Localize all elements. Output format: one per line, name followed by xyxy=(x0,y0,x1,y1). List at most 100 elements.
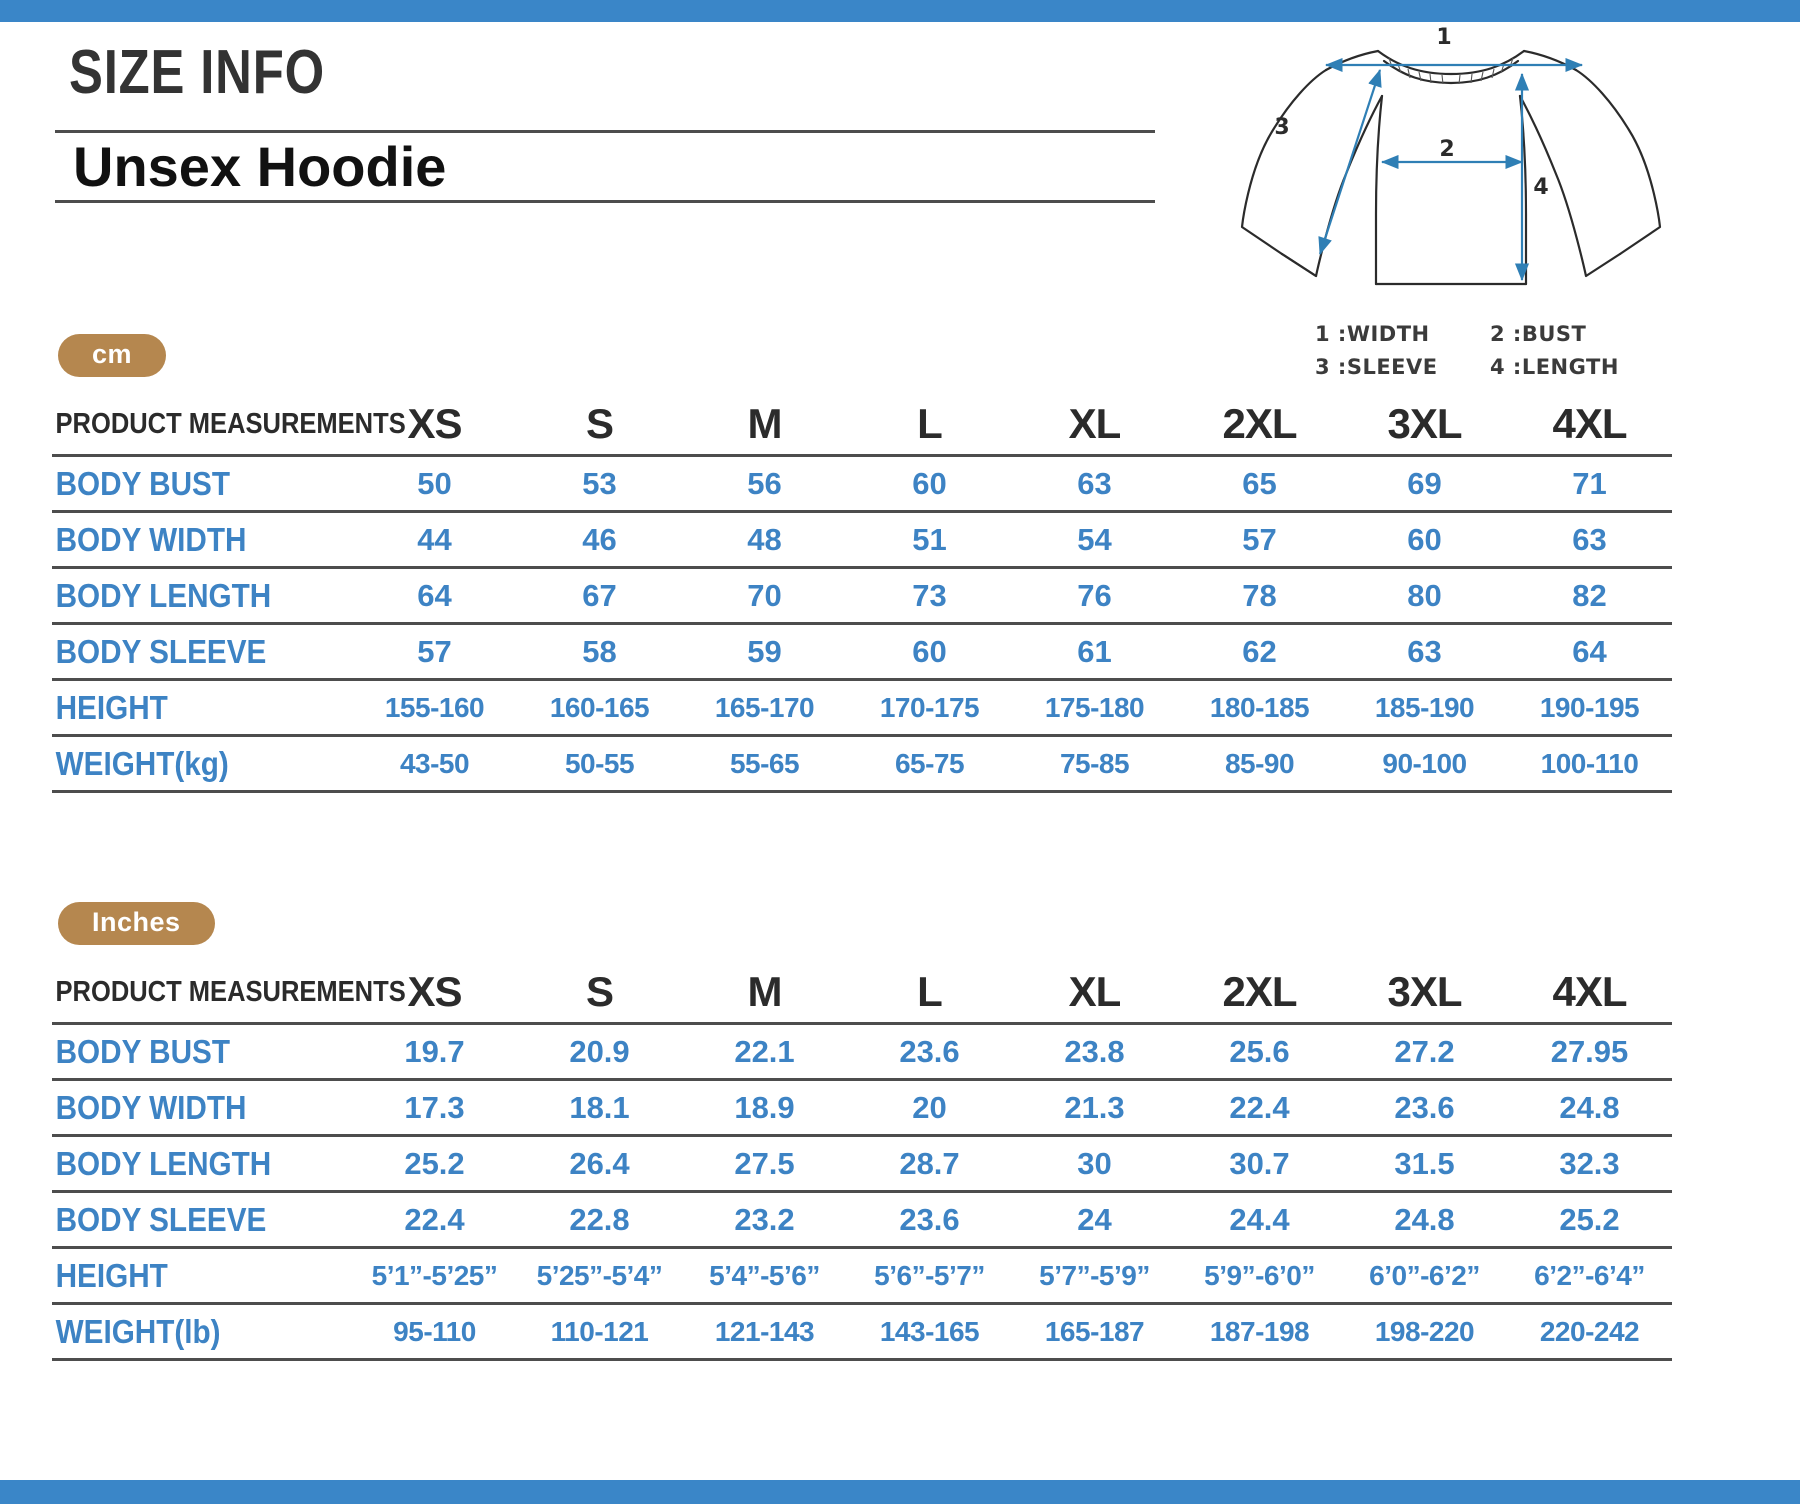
cell: 5’4”-5’6” xyxy=(682,1247,847,1305)
table-header-row: PRODUCT MEASUREMENTS XS S M L XL 2XL 3XL… xyxy=(52,962,1672,1025)
diagram-legend: 1 :WIDTH 2 :BUST 3 :SLEEVE 4 :LENGTH xyxy=(1315,322,1735,388)
cell: 57 xyxy=(1177,511,1342,569)
cell: 19.7 xyxy=(352,1023,517,1081)
column-header-xs: XS xyxy=(352,962,517,1025)
cell: 48 xyxy=(682,511,847,569)
cell: 6’2”-6’4” xyxy=(1507,1247,1672,1305)
row-label: BODY BUST xyxy=(52,455,322,513)
cell: 24.4 xyxy=(1177,1191,1342,1249)
cell: 63 xyxy=(1012,455,1177,513)
cell: 54 xyxy=(1012,511,1177,569)
legend-width: 1 :WIDTH xyxy=(1315,322,1430,346)
cell: 187-198 xyxy=(1177,1303,1342,1361)
cell: 61 xyxy=(1012,623,1177,681)
cell: 20 xyxy=(847,1079,1012,1137)
cell: 60 xyxy=(847,455,1012,513)
cell: 80 xyxy=(1342,567,1507,625)
cell: 60 xyxy=(1342,511,1507,569)
header-divider-bottom xyxy=(55,200,1155,204)
row-label: BODY LENGTH xyxy=(52,567,322,625)
cell: 64 xyxy=(352,567,517,625)
cell: 69 xyxy=(1342,455,1507,513)
row-label: BODY SLEEVE xyxy=(52,623,322,681)
column-header-m: M xyxy=(682,962,847,1025)
table-row: BODY WIDTH 17.3 18.1 18.9 20 21.3 22.4 2… xyxy=(52,1079,1672,1137)
table-row: BODY BUST 19.7 20.9 22.1 23.6 23.8 25.6 … xyxy=(52,1023,1672,1081)
cell: 25.6 xyxy=(1177,1023,1342,1081)
cell: 5’25”-5’4” xyxy=(517,1247,682,1305)
cell: 6’0”-6’2” xyxy=(1342,1247,1507,1305)
cell: 71 xyxy=(1507,455,1672,513)
table-row: BODY BUST 50 53 56 60 63 65 69 71 xyxy=(52,455,1672,513)
cell: 44 xyxy=(352,511,517,569)
cell: 23.6 xyxy=(1342,1079,1507,1137)
page-header: SIZE INFO Unsex Hoodie xyxy=(55,42,1155,204)
cell: 175-180 xyxy=(1012,679,1177,737)
unit-badge-cm: cm xyxy=(58,334,167,377)
table-row: WEIGHT(kg) 43-50 50-55 55-65 65-75 75-85… xyxy=(52,735,1672,793)
cell: 28.7 xyxy=(847,1135,1012,1193)
legend-sleeve: 3 :SLEEVE xyxy=(1315,355,1438,379)
cell: 58 xyxy=(517,623,682,681)
table-row: BODY SLEEVE 22.4 22.8 23.2 23.6 24 24.4 … xyxy=(52,1191,1672,1249)
cell: 5’1”-5’25” xyxy=(352,1247,517,1305)
cell: 63 xyxy=(1342,623,1507,681)
table-row: BODY LENGTH 64 67 70 73 76 78 80 82 xyxy=(52,567,1672,625)
cell: 25.2 xyxy=(1507,1191,1672,1249)
cell: 65-75 xyxy=(847,735,1012,793)
cell: 62 xyxy=(1177,623,1342,681)
row-label: WEIGHT(kg) xyxy=(52,735,322,793)
column-header-s: S xyxy=(517,394,682,457)
cell: 82 xyxy=(1507,567,1672,625)
cell: 20.9 xyxy=(517,1023,682,1081)
column-header-2xl: 2XL xyxy=(1177,394,1342,457)
cell: 165-170 xyxy=(682,679,847,737)
cell: 53 xyxy=(517,455,682,513)
marker-2-bust: 2 xyxy=(1439,137,1454,162)
cell: 43-50 xyxy=(352,735,517,793)
cell: 5’6”-5’7” xyxy=(847,1247,1012,1305)
cell: 198-220 xyxy=(1342,1303,1507,1361)
cell: 27.2 xyxy=(1342,1023,1507,1081)
legend-row: 3 :SLEEVE 4 :LENGTH xyxy=(1315,355,1735,379)
cell: 110-121 xyxy=(517,1303,682,1361)
cell: 23.6 xyxy=(847,1023,1012,1081)
cell: 65 xyxy=(1177,455,1342,513)
cell: 50 xyxy=(352,455,517,513)
cell: 76 xyxy=(1012,567,1177,625)
column-header-measurements: PRODUCT MEASUREMENTS xyxy=(52,962,406,1025)
cell: 27.5 xyxy=(682,1135,847,1193)
table-header-row: PRODUCT MEASUREMENTS XS S M L XL 2XL 3XL… xyxy=(52,394,1672,457)
cell: 64 xyxy=(1507,623,1672,681)
cell: 57 xyxy=(352,623,517,681)
cell: 160-165 xyxy=(517,679,682,737)
cell: 180-185 xyxy=(1177,679,1342,737)
cell: 22.8 xyxy=(517,1191,682,1249)
cell: 31.5 xyxy=(1342,1135,1507,1193)
cell: 95-110 xyxy=(352,1303,517,1361)
cell: 21.3 xyxy=(1012,1079,1177,1137)
header-divider-top xyxy=(55,130,1155,133)
size-table-cm: PRODUCT MEASUREMENTS XS S M L XL 2XL 3XL… xyxy=(52,394,1672,793)
cell: 51 xyxy=(847,511,1012,569)
row-label: WEIGHT(lb) xyxy=(52,1303,322,1361)
cell: 165-187 xyxy=(1012,1303,1177,1361)
unit-badge-cm-wrap: cm xyxy=(58,334,167,377)
cell: 67 xyxy=(517,567,682,625)
product-name: Unsex Hoodie xyxy=(73,135,447,198)
row-label: HEIGHT xyxy=(52,679,322,737)
marker-1-width: 1 xyxy=(1436,25,1451,50)
column-header-4xl: 4XL xyxy=(1507,394,1672,457)
legend-length: 4 :LENGTH xyxy=(1490,355,1619,379)
cell: 143-165 xyxy=(847,1303,1012,1361)
cell: 23.2 xyxy=(682,1191,847,1249)
cell: 26.4 xyxy=(517,1135,682,1193)
cell: 17.3 xyxy=(352,1079,517,1137)
cell: 90-100 xyxy=(1342,735,1507,793)
top-accent-bar xyxy=(0,0,1800,22)
cell: 59 xyxy=(682,623,847,681)
table-row: HEIGHT 155-160 160-165 165-170 170-175 1… xyxy=(52,679,1672,737)
cell: 24.8 xyxy=(1342,1191,1507,1249)
column-header-xl: XL xyxy=(1012,394,1177,457)
column-header-xs: XS xyxy=(352,394,517,457)
